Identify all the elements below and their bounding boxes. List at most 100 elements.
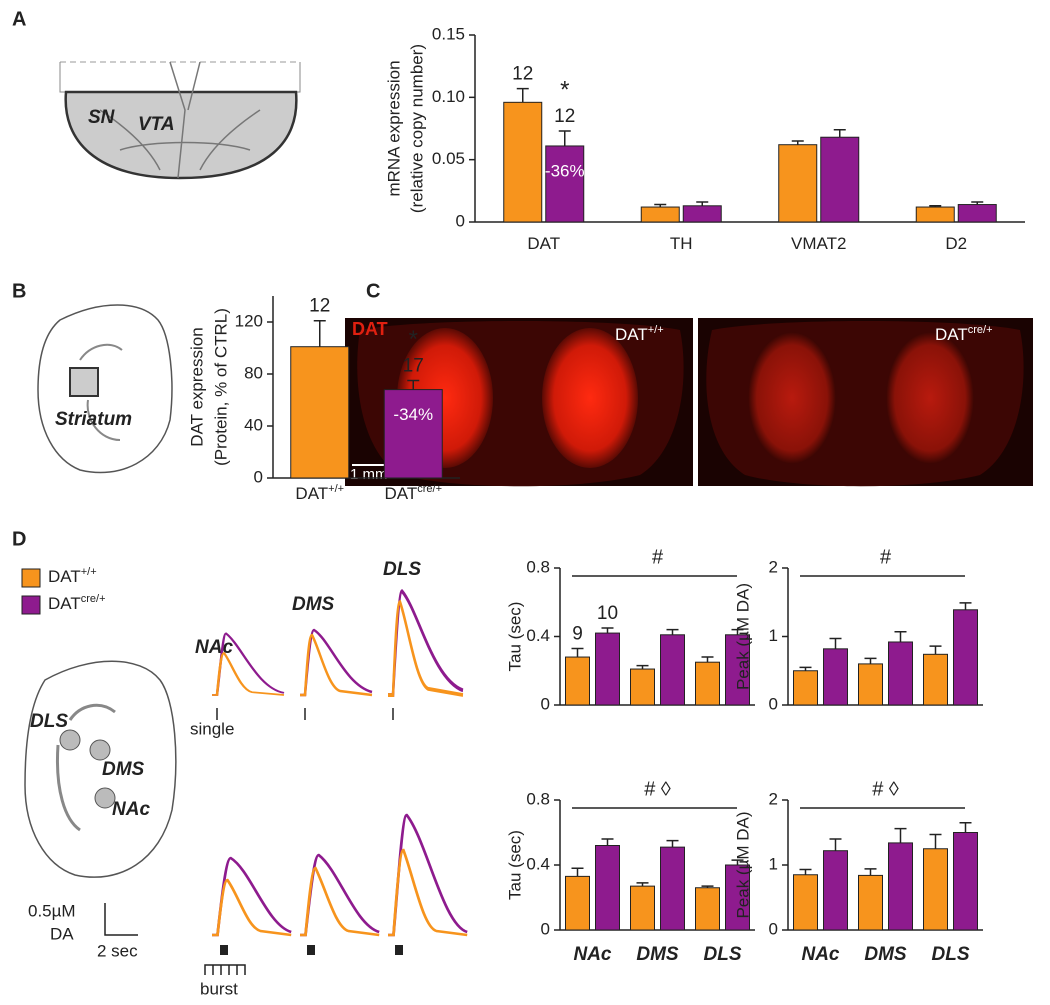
y-axis-label: Tau (sec) bbox=[505, 830, 524, 900]
category-sup: +/+ bbox=[328, 483, 344, 495]
error-bar bbox=[833, 128, 846, 138]
bar bbox=[953, 832, 978, 931]
error-bar bbox=[313, 319, 326, 347]
bar bbox=[888, 842, 913, 931]
y-axis-label: (relative copy number) bbox=[407, 44, 426, 213]
x-tick-label: DLS bbox=[932, 944, 970, 965]
bar bbox=[923, 848, 948, 931]
y-tick-label: 0 bbox=[769, 919, 778, 938]
y-tick-label: 0.05 bbox=[432, 149, 465, 168]
category: DLS bbox=[932, 944, 970, 965]
y-axis-label: DAT expression bbox=[187, 327, 206, 446]
category: VMAT2 bbox=[791, 234, 846, 253]
error-bar bbox=[571, 647, 584, 658]
y-tick-label: 0 bbox=[254, 467, 263, 486]
x-tick-label: DAT+/+ bbox=[295, 483, 344, 504]
category: DMS bbox=[864, 944, 907, 965]
significance-label: # ◊ bbox=[872, 778, 899, 800]
n-label: 17 bbox=[403, 356, 424, 377]
legend-name: DAT bbox=[48, 567, 81, 586]
y-axis-label: Peak (µM DA) bbox=[733, 811, 752, 918]
bar bbox=[565, 656, 590, 706]
error-bar bbox=[558, 130, 571, 146]
y-axis-label: Peak (µM DA) bbox=[733, 583, 752, 690]
label-sup: cre/+ bbox=[968, 324, 993, 336]
bar bbox=[630, 668, 655, 706]
region-label: DMS bbox=[102, 759, 145, 780]
genotype-label: DATcre/+ bbox=[935, 324, 993, 345]
region-label: NAc bbox=[112, 799, 150, 820]
error-bar bbox=[971, 201, 984, 205]
y-tick-label: 0.4 bbox=[526, 854, 550, 873]
legend-swatch bbox=[21, 568, 41, 588]
error-bar bbox=[929, 205, 942, 208]
y-tick-label: 120 bbox=[235, 311, 263, 330]
panel-label: A bbox=[12, 8, 26, 30]
bar bbox=[823, 648, 848, 706]
y-tick-label: 0.15 bbox=[432, 24, 465, 43]
panel-label: C bbox=[366, 280, 380, 302]
bar bbox=[682, 205, 722, 223]
change-label: -36% bbox=[545, 161, 585, 180]
error-bar bbox=[731, 628, 744, 635]
error-bar bbox=[799, 666, 812, 671]
error-bar bbox=[516, 87, 529, 103]
bar bbox=[565, 875, 590, 931]
brain-images: 1 mm DAT DAT+/+ DATcre/+ bbox=[345, 318, 1033, 487]
n-label: 12 bbox=[554, 106, 575, 127]
region-label: DLS bbox=[30, 711, 68, 732]
y-tick-label: 0 bbox=[456, 211, 465, 230]
n-label: 10 bbox=[597, 603, 618, 624]
error-bar bbox=[929, 833, 942, 849]
bar bbox=[725, 864, 750, 931]
bar bbox=[290, 346, 350, 479]
legend-name: DAT bbox=[48, 594, 81, 613]
bar bbox=[630, 885, 655, 931]
trace-title: NAc bbox=[195, 637, 233, 658]
stain-label: DAT bbox=[352, 319, 388, 339]
error-bar bbox=[636, 664, 649, 670]
significance-mark: * bbox=[560, 76, 569, 103]
bar bbox=[660, 846, 685, 931]
category: DMS bbox=[636, 944, 679, 965]
error-bar bbox=[654, 203, 667, 208]
change-label: -34% bbox=[393, 405, 433, 424]
bar bbox=[695, 887, 720, 931]
x-tick-label: VMAT2 bbox=[791, 234, 846, 253]
bar bbox=[595, 632, 620, 706]
y-tick-label: 1 bbox=[769, 854, 778, 873]
bar bbox=[695, 661, 720, 706]
x-tick-label: DATcre/+ bbox=[384, 483, 442, 504]
stim-label: burst bbox=[200, 979, 238, 998]
bar bbox=[595, 845, 620, 931]
y-tick-label: 0 bbox=[541, 694, 550, 713]
x-tick-label: DMS bbox=[636, 944, 679, 965]
label: DAT bbox=[935, 325, 968, 344]
category: DAT bbox=[384, 484, 417, 503]
error-bar bbox=[601, 627, 614, 634]
legend-swatch bbox=[21, 595, 41, 615]
y-axis-label: (Protein, % of CTRL) bbox=[211, 308, 230, 466]
legend-sup: +/+ bbox=[81, 566, 97, 578]
y-tick-label: 0 bbox=[769, 694, 778, 713]
panel-label: B bbox=[12, 280, 26, 302]
bar bbox=[957, 204, 997, 223]
y-tick-label: 0.8 bbox=[526, 557, 550, 576]
midbrain-diagram: SN VTA bbox=[59, 61, 301, 180]
striatum-regions-diagram: DLS DMS NAc bbox=[24, 660, 177, 878]
category: DAT bbox=[527, 234, 560, 253]
dopamine-traces: NAc DMS DLS single burst 0.5µM DA 2 sec bbox=[28, 559, 468, 998]
n-label: 9 bbox=[572, 624, 583, 645]
category: NAc bbox=[801, 944, 839, 965]
error-bar bbox=[791, 140, 804, 145]
bar bbox=[383, 389, 443, 479]
bar bbox=[888, 641, 913, 706]
error-bar bbox=[407, 379, 420, 390]
x-tick-label: DAT bbox=[527, 234, 560, 253]
legend-label: DAT+/+ bbox=[48, 566, 97, 587]
error-bar bbox=[571, 867, 584, 877]
bar bbox=[923, 653, 948, 706]
y-tick-label: 80 bbox=[244, 363, 263, 382]
bar bbox=[793, 874, 818, 931]
n-label: 12 bbox=[512, 64, 533, 85]
